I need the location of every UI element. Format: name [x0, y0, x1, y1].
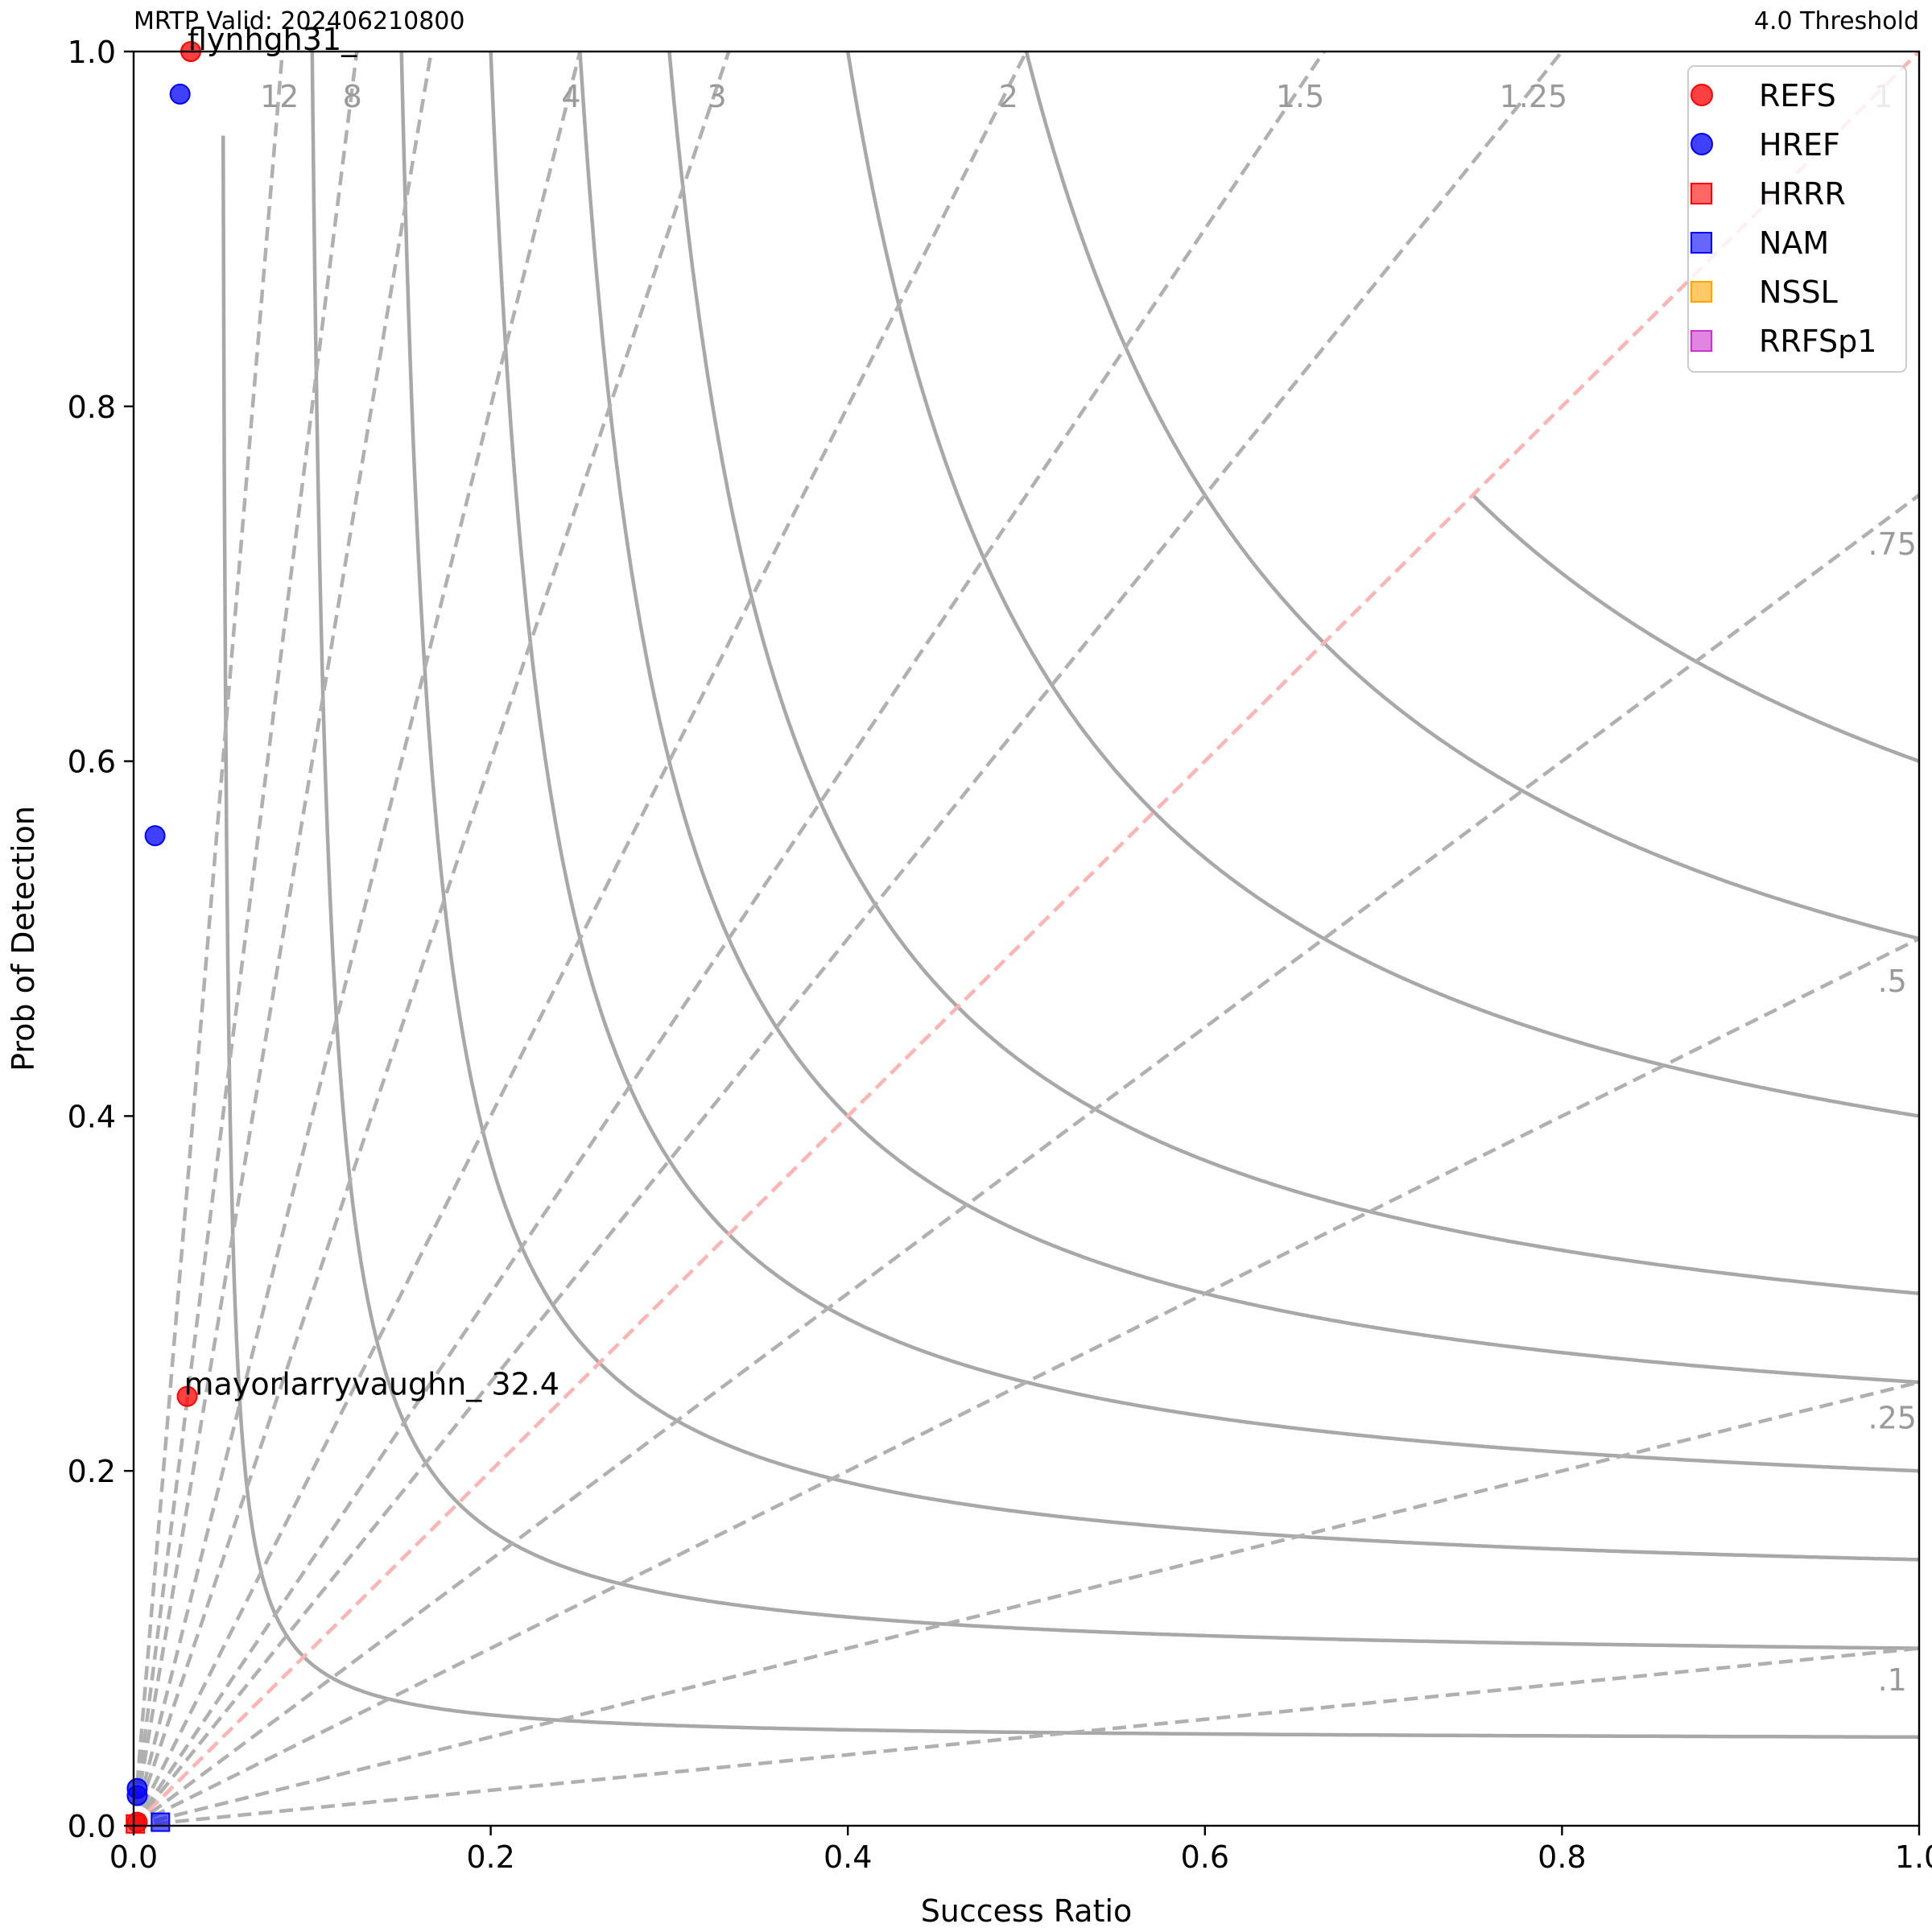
legend: REFS HREF HRRR NAM NSSL RRFSp1: [1687, 65, 1907, 373]
y-tick-label: 0.4: [68, 1099, 116, 1134]
bias-line: [134, 52, 1327, 1826]
point-nam: [151, 1812, 171, 1832]
point-href: [144, 825, 166, 847]
data-points: [126, 41, 201, 1834]
csi-contour: [399, 52, 1919, 1562]
bias-label: 3: [707, 79, 726, 114]
bias-label: 4: [561, 79, 580, 114]
y-tick-label: 0.6: [68, 745, 116, 780]
point-href: [126, 1785, 148, 1806]
legend-label-nssl: NSSL: [1759, 275, 1838, 310]
title-right: 4.0 Threshold: [1754, 7, 1919, 35]
bias-line: [134, 1646, 1919, 1826]
legend-marker-rrfsp1: [1690, 330, 1712, 352]
legend-marker-nssl: [1690, 281, 1712, 303]
bias-label: 2: [999, 79, 1018, 114]
csi-contour: [1471, 493, 1919, 763]
legend-marker-refs: [1690, 84, 1713, 106]
bias-label: .25: [1868, 1401, 1917, 1436]
bias-lines: [134, 52, 1919, 1826]
csi-contour: [578, 52, 1919, 1385]
bias-label: 1.25: [1500, 79, 1568, 114]
legend-label-href: HREF: [1759, 127, 1840, 163]
point-annotation: mayorlarryvaughn_ 32.4: [184, 1367, 559, 1402]
bias-line: [134, 52, 582, 1826]
title-left: MRTP Valid: 202406210800: [134, 7, 464, 35]
x-tick-label: 0.2: [466, 1839, 514, 1875]
y-tick-label: 0.8: [68, 390, 116, 425]
y-axis-label: Prob of Detection: [6, 806, 41, 1071]
y-tick-label: 1.0: [68, 35, 116, 70]
csi-contour: [489, 52, 1919, 1473]
point-hrrr: [126, 1814, 146, 1834]
legend-label-refs: REFS: [1759, 78, 1836, 114]
legend-marker-href: [1690, 133, 1713, 155]
x-tick-label: 0.4: [824, 1839, 872, 1875]
bias-line: [134, 493, 1919, 1826]
y-tick-label: 0.0: [68, 1809, 116, 1844]
bias-label: 8: [343, 79, 362, 114]
bias-line: [134, 52, 731, 1826]
bias-label: 1.5: [1276, 79, 1324, 114]
plot-frame: [132, 50, 1921, 1827]
bias-line: [134, 52, 1565, 1826]
legend-marker-hrrr: [1690, 183, 1712, 204]
y-tick-label: 0.2: [68, 1454, 116, 1489]
bias-label: .1: [1878, 1662, 1907, 1698]
csi-contour: [1024, 52, 1919, 941]
point-href: [169, 83, 191, 105]
bias-line: [134, 52, 1919, 1826]
csi-contour: [221, 135, 1919, 1740]
legend-label-hrrr: HRRR: [1759, 176, 1846, 212]
bias-label: .5: [1878, 964, 1907, 999]
bias-label: .75: [1868, 526, 1917, 562]
x-tick-label: 0.8: [1538, 1839, 1586, 1875]
legend-label-rrfsp1: RRFSp1: [1759, 324, 1876, 359]
x-tick-label: 1.0: [1895, 1839, 1932, 1875]
bias-line: [134, 936, 1919, 1826]
csi-contour: [667, 52, 1919, 1296]
y-axis-ticks: 0.0 0.2 0.4 0.6 0.8 1.0: [68, 35, 134, 1844]
csi-contours: [221, 52, 1919, 1740]
csi-contour: [310, 52, 1919, 1650]
point-refs: [176, 1385, 198, 1407]
x-axis-ticks: 0.0 0.2 0.4 0.6 0.8 1.0: [109, 1826, 1932, 1875]
x-tick-label: 0.0: [109, 1839, 158, 1875]
bias-line: [134, 52, 1029, 1826]
legend-label-nam: NAM: [1759, 225, 1829, 261]
x-axis-label: Success Ratio: [921, 1893, 1133, 1929]
legend-box: [1687, 65, 1907, 373]
bias-label: 12: [260, 79, 299, 114]
x-tick-label: 0.6: [1181, 1839, 1229, 1875]
legend-marker-nam: [1690, 232, 1712, 254]
csi-contour: [845, 52, 1919, 1118]
